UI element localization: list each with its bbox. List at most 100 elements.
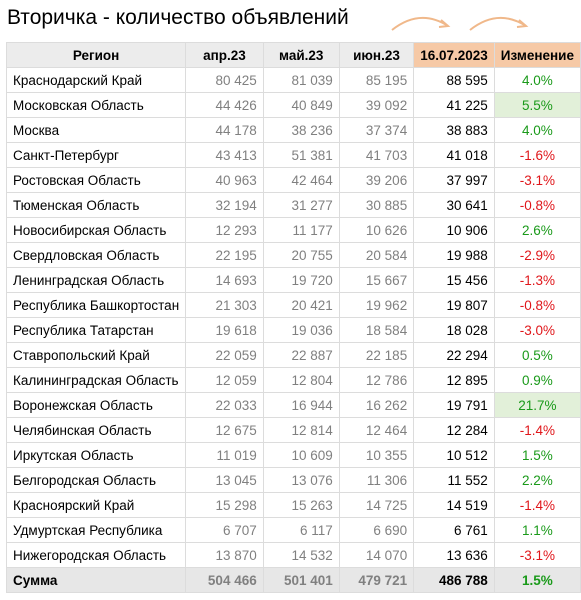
- header-jun: июн.23: [338, 42, 415, 68]
- region-cell: Удмуртская Республика: [5, 517, 187, 543]
- apr-value-cell: 40 963: [185, 167, 264, 193]
- may-value-cell: 42 464: [262, 167, 340, 193]
- jun-value-cell: 6 690: [338, 517, 415, 543]
- change-cell: -3.0%: [493, 317, 581, 343]
- current-value-cell: 18 028: [413, 317, 495, 343]
- table-row: Ленинградская Область 14 693 19 720 15 667 1…: [5, 267, 581, 293]
- region-cell: Московская Область: [5, 92, 187, 118]
- change-cell: 1.5%: [493, 442, 581, 468]
- jun-value-cell: 85 195: [338, 67, 415, 93]
- region-cell: Москва: [5, 117, 187, 143]
- may-value-cell: 20 755: [262, 242, 340, 268]
- table-row: Челябинская Область 12 675 12 814 12 464 12 …: [5, 417, 581, 443]
- current-value-cell: 10 512: [413, 442, 495, 468]
- may-value-cell: 11 177: [262, 217, 340, 243]
- apr-value-cell: 13 870: [185, 542, 264, 568]
- may-value-cell: 10 609: [262, 442, 340, 468]
- table-row: Московская Область 44 426 40 849 39 092 41 2…: [5, 92, 581, 118]
- region-cell: Иркутская Область: [5, 442, 187, 468]
- region-cell: Челябинская Область: [5, 417, 187, 443]
- may-value-cell: 38 236: [262, 117, 340, 143]
- current-value-cell: 19 791: [413, 392, 495, 418]
- current-value-cell: 15 456: [413, 267, 495, 293]
- may-value-cell: 15 263: [262, 492, 340, 518]
- current-value-cell: 19 988: [413, 242, 495, 268]
- trend-arrows: [391, 16, 529, 31]
- apr-value-cell: 13 045: [185, 467, 264, 493]
- current-value-cell: 41 018: [413, 142, 495, 168]
- arrow-left-icon: [391, 16, 449, 31]
- may-value-cell: 81 039: [262, 67, 340, 93]
- jun-value-cell: 30 885: [338, 192, 415, 218]
- table-row: Калининградская Область 12 059 12 804 12 78…: [5, 367, 581, 393]
- may-value-cell: 19 720: [262, 267, 340, 293]
- change-cell: 0.5%: [493, 342, 581, 368]
- region-cell: Ставропольский Край: [5, 342, 187, 368]
- may-value-cell: 22 887: [262, 342, 340, 368]
- region-cell: Краснодарский Край: [5, 67, 187, 93]
- apr-value-cell: 12 293: [185, 217, 264, 243]
- header-current: 16.07.2023: [413, 42, 495, 68]
- may-value-cell: 20 421: [262, 292, 340, 318]
- listings-table: Регион апр.23 май.23 июн.23 16.07.2023 И…: [5, 42, 581, 593]
- total-apr-cell: 504 466: [185, 567, 264, 593]
- apr-value-cell: 11 019: [185, 442, 264, 468]
- current-value-cell: 30 641: [413, 192, 495, 218]
- table-row: Иркутская Область 11 019 10 609 10 355 10 51…: [5, 442, 581, 468]
- region-cell: Белгородская Область: [5, 467, 187, 493]
- jun-value-cell: 14 725: [338, 492, 415, 518]
- change-cell: 4.0%: [493, 117, 581, 143]
- table-row: Новосибирская Область 12 293 11 177 10 626 1…: [5, 217, 581, 243]
- change-cell: -1.3%: [493, 267, 581, 293]
- jun-value-cell: 11 306: [338, 467, 415, 493]
- page-title: Вторичка - количество объявлений: [7, 6, 349, 29]
- change-cell: 2.2%: [493, 467, 581, 493]
- jun-value-cell: 39 206: [338, 167, 415, 193]
- jun-value-cell: 22 185: [338, 342, 415, 368]
- apr-value-cell: 44 426: [185, 92, 264, 118]
- header-apr: апр.23: [185, 42, 264, 68]
- apr-value-cell: 21 303: [185, 292, 264, 318]
- table-row: Ростовская Область 40 963 42 464 39 206 37 9…: [5, 167, 581, 193]
- current-value-cell: 12 284: [413, 417, 495, 443]
- table-row: Свердловская Область 22 195 20 755 20 584 19…: [5, 242, 581, 268]
- change-cell: -3.1%: [493, 542, 581, 568]
- change-cell: 5.5%: [493, 92, 581, 118]
- may-value-cell: 31 277: [262, 192, 340, 218]
- table-row: Воронежская Область 22 033 16 944 16 262 19 …: [5, 392, 581, 418]
- total-current-cell: 486 788: [413, 567, 495, 593]
- apr-value-cell: 12 675: [185, 417, 264, 443]
- may-value-cell: 6 117: [262, 517, 340, 543]
- table-row: Красноярский Край 15 298 15 263 14 725 14 51…: [5, 492, 581, 518]
- table-row: Республика Башкортостан 21 303 20 421 19 96…: [5, 292, 581, 318]
- arrow-right-icon: [469, 16, 527, 31]
- apr-value-cell: 22 033: [185, 392, 264, 418]
- may-value-cell: 40 849: [262, 92, 340, 118]
- header-region: Регион: [5, 42, 187, 68]
- current-value-cell: 38 883: [413, 117, 495, 143]
- table-row: Москва 44 178 38 236 37 374 38 883 4.0%: [5, 117, 581, 143]
- table-row: Удмуртская Республика 6 707 6 117 6 690 6 76…: [5, 517, 581, 543]
- current-value-cell: 12 895: [413, 367, 495, 393]
- region-cell: Республика Татарстан: [5, 317, 187, 343]
- current-value-cell: 88 595: [413, 67, 495, 93]
- change-cell: 0.9%: [493, 367, 581, 393]
- region-cell: Ростовская Область: [5, 167, 187, 193]
- region-cell: Тюменская Область: [5, 192, 187, 218]
- apr-value-cell: 14 693: [185, 267, 264, 293]
- region-cell: Свердловская Область: [5, 242, 187, 268]
- current-value-cell: 19 807: [413, 292, 495, 318]
- apr-value-cell: 32 194: [185, 192, 264, 218]
- table-row: Нижегородская Область 13 870 14 532 14 070 1…: [5, 542, 581, 568]
- apr-value-cell: 43 413: [185, 142, 264, 168]
- table-row: Белгородская Область 13 045 13 076 11 306 11…: [5, 467, 581, 493]
- may-value-cell: 51 381: [262, 142, 340, 168]
- region-cell: Калининградская Область: [5, 367, 187, 393]
- change-cell: -3.1%: [493, 167, 581, 193]
- change-cell: -0.8%: [493, 292, 581, 318]
- table-row: Тюменская Область 32 194 31 277 30 885 30 64…: [5, 192, 581, 218]
- change-cell: 2.6%: [493, 217, 581, 243]
- region-cell: Воронежская Область: [5, 392, 187, 418]
- region-cell: Республика Башкортостан: [5, 292, 187, 318]
- total-jun-cell: 479 721: [338, 567, 415, 593]
